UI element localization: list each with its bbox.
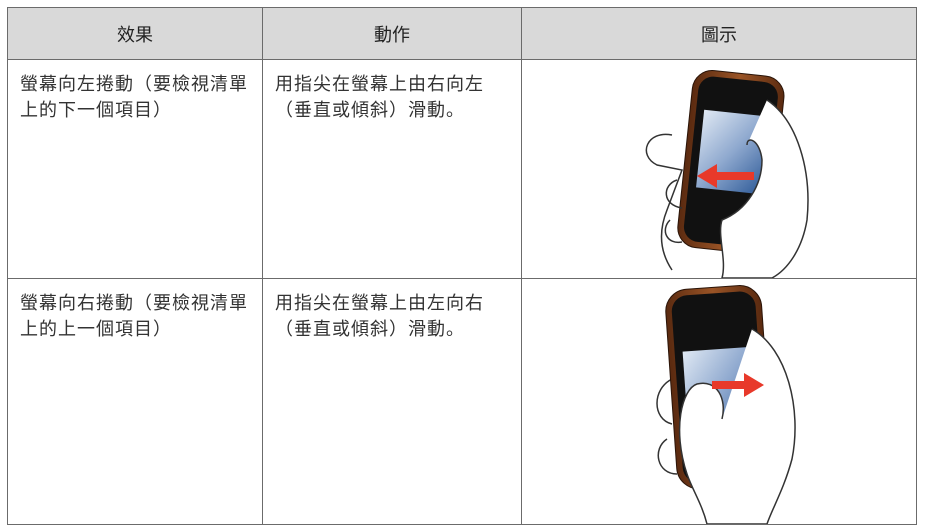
row: 螢幕向右捲動（要檢視清單上的上一個項目） 用指尖在螢幕上由左向右（垂直或傾斜）滑… bbox=[7, 278, 917, 525]
cell-text: 螢幕向右捲動（要檢視清單上的上一個項目） bbox=[20, 293, 248, 340]
header-cell: 動作 bbox=[262, 7, 522, 60]
cell-text: 用指尖在螢幕上由右向左（垂直或傾斜）滑動。 bbox=[275, 74, 484, 121]
header-row: 效果 動作 圖示 bbox=[7, 7, 917, 60]
illustration-swipe-right bbox=[656, 285, 796, 524]
cell: 用指尖在螢幕上由左向右（垂直或傾斜）滑動。 bbox=[262, 278, 522, 525]
illustration-swipe-left: GPS bbox=[645, 70, 809, 278]
cell bbox=[521, 278, 917, 525]
gesture-table: 效果 動作 圖示 螢幕向左捲動（要檢視清單上的下一個項目） 用指尖在螢幕上由右向… bbox=[7, 7, 917, 525]
row: 螢幕向左捲動（要檢視清單上的下一個項目） 用指尖在螢幕上由右向左（垂直或傾斜）滑… bbox=[7, 59, 917, 279]
cell-text: 螢幕向左捲動（要檢視清單上的下一個項目） bbox=[20, 74, 248, 121]
cell: GPS bbox=[521, 59, 917, 279]
header-cell: 圖示 bbox=[521, 7, 917, 60]
header-cell: 效果 bbox=[7, 7, 263, 60]
cell: 用指尖在螢幕上由右向左（垂直或傾斜）滑動。 bbox=[262, 59, 522, 279]
cell-text: 用指尖在螢幕上由左向右（垂直或傾斜）滑動。 bbox=[275, 293, 484, 340]
cell: 螢幕向右捲動（要檢視清單上的上一個項目） bbox=[7, 278, 263, 525]
cell: 螢幕向左捲動（要檢視清單上的下一個項目） bbox=[7, 59, 263, 279]
